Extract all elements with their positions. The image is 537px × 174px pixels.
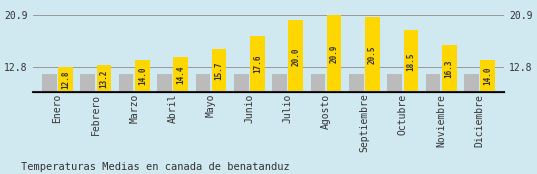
Bar <box>234 74 249 151</box>
Text: 15.7: 15.7 <box>214 61 223 80</box>
Bar <box>288 21 303 151</box>
Bar <box>311 74 325 151</box>
Bar <box>272 74 287 151</box>
Bar <box>365 17 380 151</box>
Text: 20.0: 20.0 <box>291 47 300 66</box>
Bar <box>42 74 57 151</box>
Bar <box>480 60 495 151</box>
Bar <box>173 57 188 151</box>
Bar <box>81 74 95 151</box>
Bar <box>442 45 456 151</box>
Bar <box>58 68 73 151</box>
Bar <box>426 74 440 151</box>
Text: 12.8: 12.8 <box>61 71 70 89</box>
Bar <box>212 49 226 151</box>
Bar <box>250 36 265 151</box>
Bar <box>404 30 418 151</box>
Bar <box>387 74 402 151</box>
Text: 17.6: 17.6 <box>253 55 262 73</box>
Text: 14.4: 14.4 <box>176 65 185 84</box>
Bar <box>157 74 172 151</box>
Text: 14.0: 14.0 <box>483 67 492 85</box>
Bar <box>349 74 364 151</box>
Bar <box>119 74 133 151</box>
Bar <box>135 60 150 151</box>
Text: 14.0: 14.0 <box>138 67 147 85</box>
Text: 13.2: 13.2 <box>99 69 108 88</box>
Bar <box>327 15 342 151</box>
Text: 20.5: 20.5 <box>368 46 377 64</box>
Bar <box>195 74 210 151</box>
Bar <box>464 74 479 151</box>
Text: 18.5: 18.5 <box>407 52 415 70</box>
Text: Temperaturas Medias en canada de benatanduz: Temperaturas Medias en canada de benatan… <box>21 162 290 172</box>
Text: 20.9: 20.9 <box>330 44 339 63</box>
Bar <box>97 65 111 151</box>
Text: 16.3: 16.3 <box>445 59 454 78</box>
